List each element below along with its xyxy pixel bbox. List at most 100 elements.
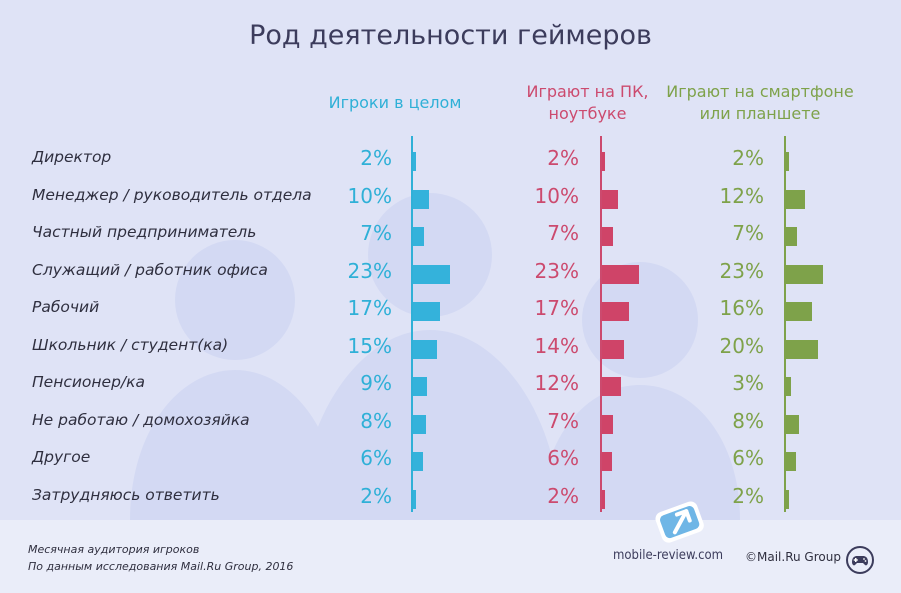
axis-pc-players [600,136,602,512]
value-label-mob: 3% [732,371,764,395]
bar-mob [786,152,790,171]
value-label-mob: 20% [719,333,764,358]
bar-pc [602,227,614,246]
legend-all-players-label: Игроки в целом [328,93,462,112]
site-credit: mobile-review.com [613,548,724,563]
value-label-pc: 14% [534,333,579,358]
legend-all-players: Игроки в целом [305,92,485,114]
chart-row: Рабочий 17% 17% 16% [0,296,901,322]
chart-row: Затрудняюсь ответить 2% 2% 2% [0,484,901,510]
bar-all [413,264,450,284]
source-line-1: Месячная аудитория игроков [28,543,200,556]
value-label-pc: 2% [547,483,579,508]
category-label: Служащий / работник офиса [32,260,268,279]
category-label: Школьник / студент(ка) [32,335,229,354]
bar-pc [602,264,639,284]
bar-pc [602,152,606,171]
legend-mobile-line1: Играют на смартфоне [666,82,854,101]
value-label-pc: 10% [534,183,579,208]
bar-pc [602,339,625,359]
chart-row: Школьник / студент(ка) 15% 14% 20% [0,334,901,360]
value-label-all: 6% [360,446,392,470]
chart-row: Служащий / работник офиса 23% 23% 23% [0,259,901,285]
legend-pc-line1: Играют на ПК, [526,82,649,101]
bar-mob [786,227,798,246]
chart-row: Другое 6% 6% 6% [0,446,901,472]
value-label-mob: 12% [719,183,764,208]
value-label-pc: 23% [534,258,579,283]
bar-mob [786,264,823,284]
mobile-review-logo-icon [655,501,704,543]
category-label: Частный предприниматель [32,223,257,241]
value-label-all: 2% [360,146,392,170]
axis-mobile-players [784,136,786,512]
value-label-all: 8% [360,408,392,433]
value-label-pc: 7% [547,408,579,433]
gamepad-icon [846,546,874,574]
bar-pc [602,414,614,434]
value-label-all: 9% [360,371,392,395]
value-label-all: 15% [347,333,392,358]
value-label-all: 23% [347,258,392,283]
bar-all [413,414,426,434]
axis-all-players [411,136,413,512]
category-label: Затрудняюсь ответить [32,485,220,504]
chart-title: Род деятельности геймеров [249,20,652,51]
source-line-2: По данным исследования Mail.Ru Group, 20… [28,560,294,573]
category-label: Рабочий [32,298,100,316]
category-label: Менеджер / руководитель отдела [32,185,312,204]
bar-pc [602,302,630,321]
value-label-mob: 16% [719,296,764,320]
bar-all [413,489,417,509]
legend-pc-players: Играют на ПК, ноутбуке [500,81,675,125]
value-label-pc: 17% [534,296,579,320]
value-label-mob: 2% [732,146,764,170]
bar-pc [602,377,622,396]
bar-mob [786,339,818,359]
legend-mobile-players: Играют на смартфоне или планшете [665,81,855,125]
bar-all [413,377,428,396]
value-label-all: 7% [360,221,392,245]
value-label-pc: 12% [534,371,579,395]
value-label-mob: 6% [732,446,764,470]
copyright-credit: ©Mail.Ru Group [745,550,841,564]
chart-row: Пенсионер/ка 9% 12% 3% [0,371,901,397]
value-label-mob: 2% [732,483,764,508]
bar-mob [786,414,799,434]
bar-mob [786,452,796,471]
category-label: Другое [32,448,91,466]
legend-mobile-line2: или планшете [699,104,821,123]
bar-all [413,339,437,359]
bar-mob [786,489,790,509]
value-label-all: 2% [360,483,392,508]
footer-band [0,520,901,593]
bar-all [413,452,423,471]
value-label-mob: 8% [732,408,764,433]
bar-all [413,227,425,246]
chart-row: Директор 2% 2% 2% [0,146,901,172]
category-label: Не работаю / домохозяйка [32,410,250,429]
bar-pc [602,452,612,471]
legend-pc-line2: ноутбуке [548,104,627,123]
chart-row: Не работаю / домохозяйка 8% 7% 8% [0,409,901,435]
value-label-mob: 7% [732,221,764,245]
bar-all [413,152,417,171]
bar-all [413,302,441,321]
bar-mob [786,189,806,209]
bar-pc [602,489,606,509]
value-label-all: 17% [347,296,392,320]
value-label-mob: 23% [719,258,764,283]
value-label-all: 10% [347,183,392,208]
bar-pc [602,189,618,209]
value-label-pc: 6% [547,446,579,470]
bar-all [413,189,429,209]
value-label-pc: 2% [547,146,579,170]
bar-mob [786,302,812,321]
category-label: Директор [32,148,112,166]
chart-row: Менеджер / руководитель отдела 10% 10% 12% [0,184,901,210]
chart-row: Частный предприниматель 7% 7% 7% [0,221,901,247]
bar-mob [786,377,791,396]
value-label-pc: 7% [547,221,579,245]
